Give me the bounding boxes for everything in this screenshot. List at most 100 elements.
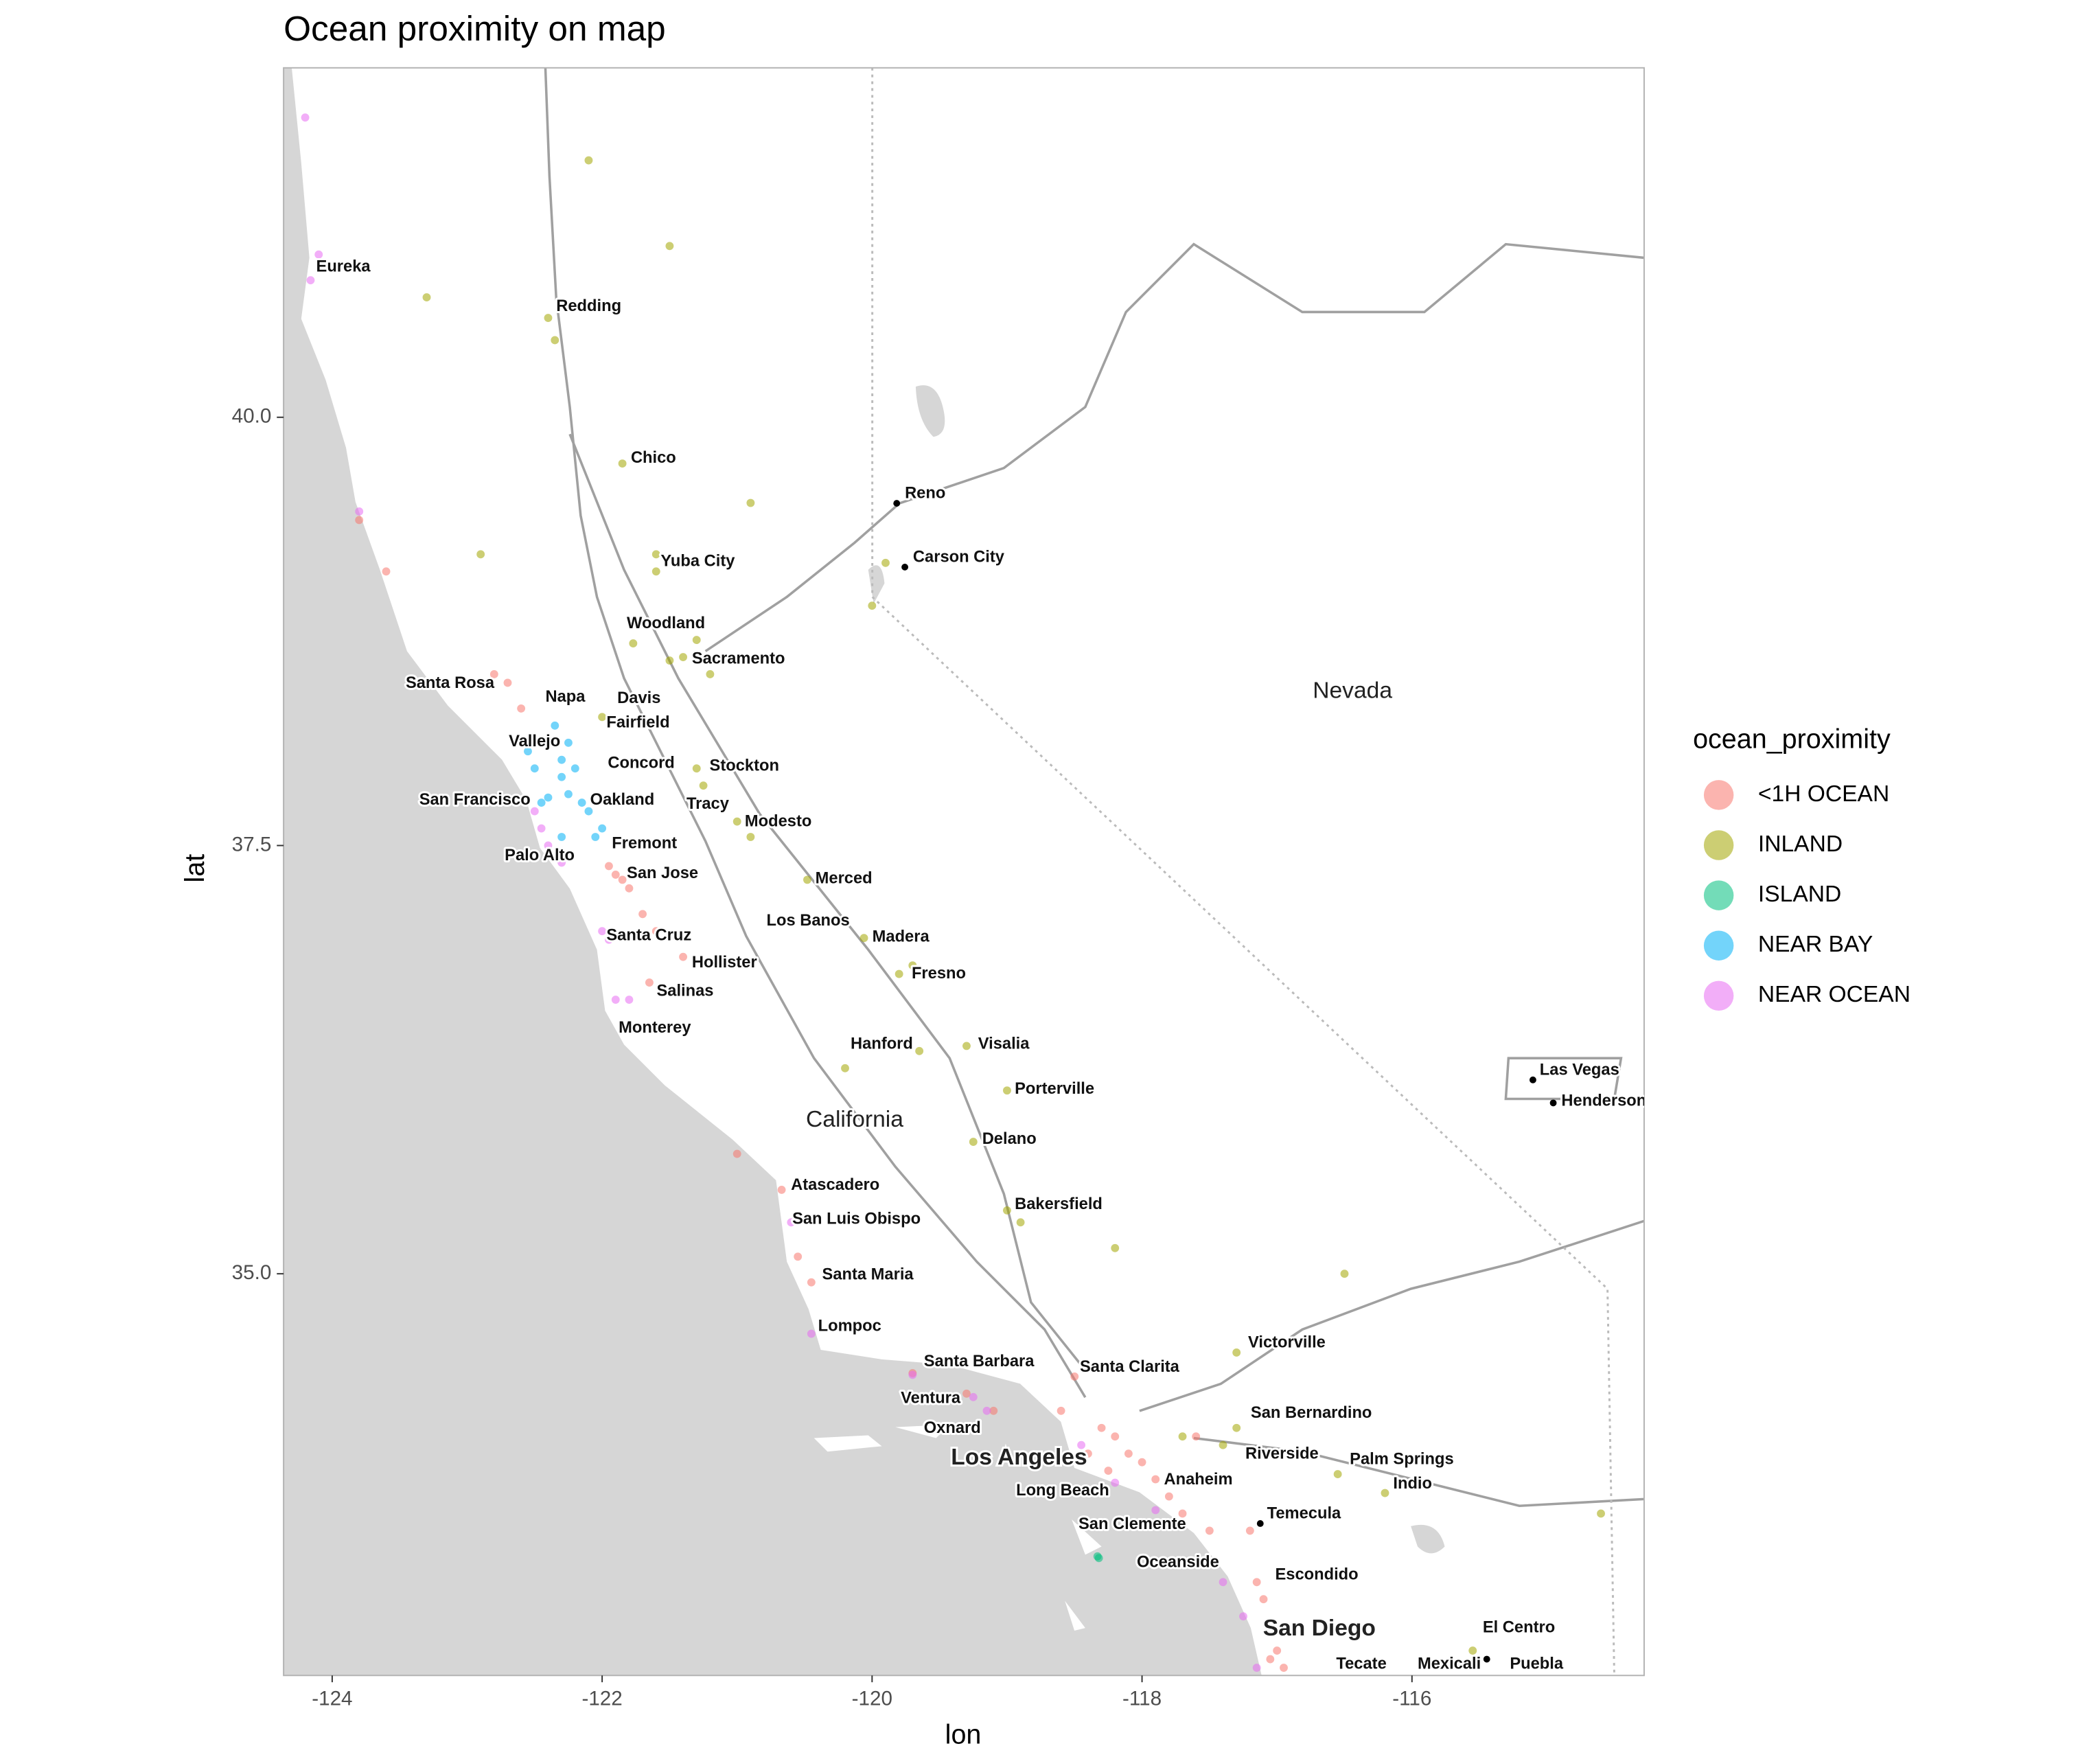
city-label: Escondido [1276, 1565, 1359, 1583]
data-point [1111, 1243, 1120, 1252]
data-point [1003, 1086, 1011, 1095]
data-point [557, 755, 566, 764]
data-point [1111, 1432, 1120, 1441]
data-point [618, 459, 627, 468]
data-point [537, 824, 546, 833]
city-label: Indio [1393, 1475, 1432, 1493]
city-label: Fremont [612, 834, 677, 852]
city-label: Ventura [901, 1389, 961, 1407]
city-label: Los Banos [767, 912, 850, 930]
data-point [577, 799, 586, 807]
city-label: Merced [816, 870, 873, 888]
data-point [794, 1252, 803, 1261]
data-point [1111, 1478, 1120, 1487]
city-label: Eureka [316, 258, 371, 276]
legend-label: NEAR BAY [1758, 932, 1873, 957]
city-dot [1549, 1099, 1557, 1107]
city-label: Concord [608, 755, 674, 772]
data-point [1205, 1526, 1214, 1535]
city-dot [1256, 1520, 1264, 1527]
data-point [665, 656, 674, 665]
legend-key [1703, 780, 1734, 810]
data-point [1239, 1612, 1247, 1621]
data-point [841, 1064, 849, 1072]
city-label: Porterville [1015, 1080, 1094, 1098]
data-point [1097, 1423, 1106, 1432]
city-label: Vallejo [509, 733, 560, 750]
city-dot [893, 500, 901, 507]
data-point [638, 910, 647, 919]
data-point [982, 1406, 991, 1415]
road [704, 242, 1644, 652]
road [544, 67, 1087, 1399]
data-point [1333, 1470, 1342, 1479]
data-point [1252, 1664, 1261, 1672]
city-label: Salinas [656, 983, 713, 1000]
road [1193, 1436, 1644, 1508]
city-label: San Jose [627, 864, 698, 882]
y-tick-label: 37.5 [232, 833, 272, 855]
data-point [629, 639, 638, 648]
data-point [544, 314, 553, 322]
data-point [544, 841, 553, 850]
data-point [598, 824, 607, 833]
data-point [1266, 1655, 1275, 1664]
roads [544, 67, 1644, 1508]
city-label: Oxnard [924, 1419, 981, 1437]
data-point [969, 1392, 978, 1401]
data-point [1192, 1432, 1201, 1441]
city-label: Fresno [912, 965, 966, 983]
city-label: Napa [545, 688, 586, 706]
data-point [598, 713, 607, 722]
data-point [314, 250, 323, 259]
data-point [530, 764, 539, 773]
data-point [803, 875, 811, 884]
data-point [301, 113, 310, 122]
city-label: Carson City [913, 548, 1005, 566]
city-label: Victorville [1248, 1333, 1326, 1351]
data-point [1252, 1578, 1261, 1587]
city-label: San Clemente [1078, 1515, 1186, 1533]
city-label: Madera [873, 928, 930, 946]
data-point [1597, 1509, 1605, 1518]
road [1139, 1219, 1644, 1412]
points-layer [301, 113, 1605, 1672]
data-point [503, 678, 512, 687]
y-axis-label: lat [180, 854, 210, 883]
city-label: Tracy [686, 795, 730, 813]
data-point [1070, 1372, 1079, 1381]
city-label: Riverside [1245, 1445, 1319, 1462]
city-label: Woodland [627, 614, 705, 632]
city-label: Oceanside [1137, 1554, 1219, 1572]
data-point [1124, 1449, 1133, 1458]
y-tick-label: 35.0 [232, 1261, 272, 1284]
data-point [787, 1218, 796, 1227]
data-point [625, 884, 634, 893]
data-point [1178, 1432, 1187, 1441]
data-point [989, 1406, 998, 1415]
data-point [1077, 1440, 1086, 1449]
city-label: San Francisco [419, 791, 531, 809]
data-point [611, 870, 620, 879]
city-label: Long Beach [1016, 1482, 1109, 1500]
data-point [969, 1138, 978, 1147]
legend-key [1703, 930, 1734, 961]
region-label: San Diego [1263, 1616, 1376, 1641]
data-point [746, 833, 755, 841]
data-point [908, 961, 917, 970]
data-point [679, 952, 688, 961]
island [814, 1424, 1102, 1631]
city-label: Santa Clarita [1080, 1358, 1180, 1376]
data-point [679, 653, 688, 661]
data-point [807, 1329, 816, 1338]
data-point [551, 721, 559, 730]
data-point [1016, 1218, 1025, 1227]
data-point [651, 567, 660, 576]
city-label: Redding [556, 297, 621, 315]
data-point [777, 1186, 786, 1194]
data-point [544, 793, 553, 802]
city-label: Lompoc [818, 1318, 881, 1335]
data-point [962, 1042, 971, 1050]
